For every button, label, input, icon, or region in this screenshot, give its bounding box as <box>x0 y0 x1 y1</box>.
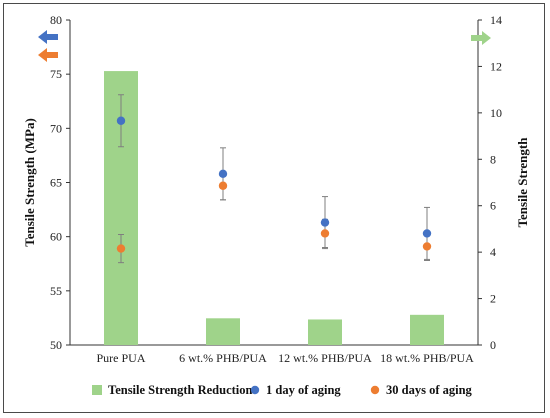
point-30-days-of-aging <box>320 229 330 238</box>
point-1-day-of-aging <box>422 229 432 238</box>
bar-tensile-strength-reduction <box>308 319 342 345</box>
legend-swatch-1-day-of-aging <box>250 385 260 395</box>
point-1-day-of-aging <box>116 116 126 125</box>
y-axis-right-title: Tensile Strength <box>515 137 530 228</box>
x-category-label: 12 wt.% PHB/PUA <box>278 351 372 365</box>
y-right-tick-label: 10 <box>490 106 502 120</box>
x-category-label: Pure PUA <box>96 351 145 365</box>
bar-tensile-strength-reduction <box>410 314 444 345</box>
left-axis-arrow-30-days-icon <box>38 48 58 62</box>
point-30-days-of-aging <box>422 242 432 251</box>
y-right-tick-label: 2 <box>490 292 496 306</box>
chart-frame <box>3 3 545 413</box>
right-axis-arrow-reduction-icon <box>471 31 491 45</box>
y-right-tick-label: 8 <box>490 152 496 166</box>
bar-tensile-strength-reduction <box>206 318 240 345</box>
point-30-days-of-aging <box>116 244 126 253</box>
left-axis-arrow-1-day-icon <box>38 30 58 44</box>
y-left-tick-label: 75 <box>50 67 62 81</box>
y-axis-left-title: Tensile Strength (MPa) <box>22 118 37 247</box>
y-left-tick-label: 80 <box>50 13 62 27</box>
y-left-tick-label: 50 <box>50 338 62 352</box>
legend-swatch-tensile-strength-reduction <box>92 385 102 395</box>
y-left-tick-label: 70 <box>50 121 62 135</box>
y-left-tick-label: 60 <box>50 230 62 244</box>
x-category-label: 18 wt.% PHB/PUA <box>380 351 474 365</box>
point-30-days-of-aging <box>218 181 228 190</box>
y-right-tick-label: 14 <box>490 13 502 27</box>
y-left-tick-label: 65 <box>50 176 62 190</box>
y-right-tick-label: 4 <box>490 245 496 259</box>
x-category-label: 6 wt.% PHB/PUA <box>179 351 267 365</box>
y-right-tick-label: 0 <box>490 338 496 352</box>
legend-label-30-days-of-aging: 30 days of aging <box>386 383 473 397</box>
y-left-tick-label: 55 <box>50 284 62 298</box>
legend-label-tensile-strength-reduction: Tensile Strength Reduction <box>108 383 253 397</box>
y-right-tick-label: 6 <box>490 199 496 213</box>
point-1-day-of-aging <box>320 218 330 227</box>
legend-swatch-30-days-of-aging <box>370 385 380 395</box>
y-right-tick-label: 12 <box>490 59 502 73</box>
point-1-day-of-aging <box>218 169 228 179</box>
legend-label-1-day-of-aging: 1 day of aging <box>266 383 341 397</box>
